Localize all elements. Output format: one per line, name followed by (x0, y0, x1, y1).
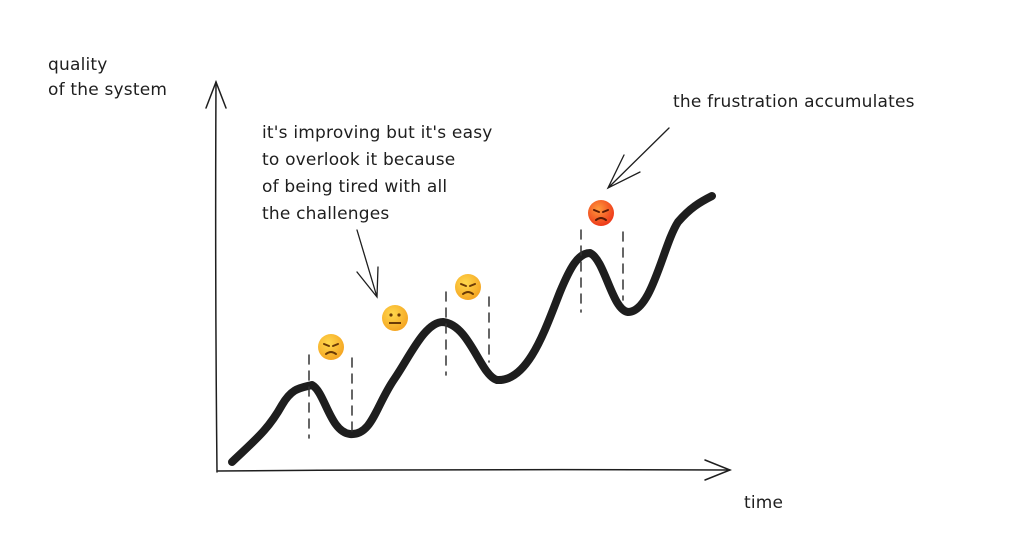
x-axis (217, 468, 731, 472)
annotation-improving-line4: the challenges (262, 204, 390, 224)
annotation-improving-line1: it's improving but it's easy (262, 123, 493, 143)
pouting-face-icon (588, 200, 614, 226)
annotation-frustration: the frustration accumulates (673, 92, 915, 112)
x-axis-arrowhead (704, 459, 733, 481)
annotation-improving-line3: of being tired with all (262, 177, 448, 197)
quality-curve (228, 192, 716, 466)
neutral-face-icon (382, 305, 408, 331)
x-axis-label: time (744, 493, 784, 513)
y-axis-arrowhead (205, 79, 227, 109)
angry-face-icon (318, 334, 344, 360)
arrow-frustration (606, 127, 670, 190)
y-axis (214, 81, 218, 473)
annotation-improving-line2: to overlook it because (262, 150, 456, 170)
y-axis-label-line2: of the system (48, 80, 168, 100)
angry-face-icon (455, 274, 481, 300)
arrow-improving (356, 229, 379, 299)
y-axis-label-line1: quality (48, 55, 108, 75)
